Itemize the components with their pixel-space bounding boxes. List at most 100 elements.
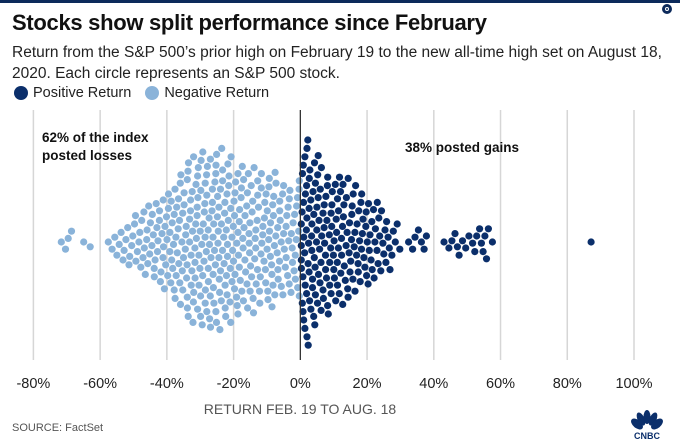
stock-dot xyxy=(276,216,284,224)
stock-dot xyxy=(297,264,305,272)
stock-dot xyxy=(305,268,313,276)
stock-dot xyxy=(266,252,274,260)
stock-dot xyxy=(340,262,348,270)
stock-dot xyxy=(348,202,356,210)
stock-dot xyxy=(169,240,178,248)
stock-dot xyxy=(228,233,236,241)
stock-dot xyxy=(181,245,189,253)
stock-dot xyxy=(195,251,203,259)
stock-dot xyxy=(190,288,198,296)
stock-dot xyxy=(179,286,187,294)
stock-dot xyxy=(328,201,336,209)
stock-dot xyxy=(405,238,413,246)
stock-dot xyxy=(377,267,385,275)
stock-dot xyxy=(330,266,338,274)
stock-dot xyxy=(381,226,389,234)
stock-dot xyxy=(221,281,229,289)
stock-dot xyxy=(230,212,239,220)
stock-dot xyxy=(183,293,191,301)
stock-dot xyxy=(214,192,222,200)
stock-dot xyxy=(209,233,217,241)
stock-dot xyxy=(280,230,288,238)
stock-dot xyxy=(297,256,305,264)
stock-dot xyxy=(346,268,354,276)
stock-dot xyxy=(199,272,207,280)
stock-dot xyxy=(196,227,204,235)
stock-dot xyxy=(197,312,205,320)
stock-dot xyxy=(342,242,350,250)
stock-dot xyxy=(243,202,251,210)
stock-dot xyxy=(226,298,234,306)
stock-dot xyxy=(251,234,259,242)
stock-dot xyxy=(229,257,238,265)
stock-dot xyxy=(268,270,276,278)
stock-dot xyxy=(254,191,262,199)
stock-dot xyxy=(266,219,275,227)
stock-dot xyxy=(329,251,337,259)
stock-dot xyxy=(326,281,334,289)
stock-dot xyxy=(327,290,335,298)
top-bar xyxy=(0,0,680,3)
stock-dot xyxy=(254,203,263,211)
stock-dot xyxy=(252,226,260,234)
stock-dot xyxy=(274,275,282,283)
stock-dot xyxy=(131,212,140,220)
stock-dot xyxy=(149,231,157,239)
stock-dot xyxy=(240,176,248,184)
stock-dot xyxy=(370,274,378,282)
stock-dot xyxy=(212,161,220,169)
stock-dot xyxy=(361,263,369,271)
stock-dot xyxy=(349,275,357,283)
stock-dot xyxy=(183,176,191,184)
stock-dot xyxy=(182,231,190,239)
stock-dot xyxy=(178,267,186,275)
stock-dot xyxy=(270,242,278,250)
stock-dot xyxy=(133,248,141,256)
stock-dot xyxy=(263,207,271,215)
stock-dot xyxy=(176,179,184,187)
share-icon[interactable] xyxy=(662,4,672,14)
stock-dot xyxy=(257,184,265,192)
stock-dot xyxy=(319,286,327,294)
stock-dot xyxy=(293,202,301,210)
stock-dot xyxy=(409,245,417,253)
stock-dot xyxy=(187,251,195,259)
stock-dot xyxy=(137,263,145,271)
stock-dot xyxy=(235,263,243,271)
stock-dot xyxy=(169,264,177,272)
stock-dot xyxy=(306,166,314,174)
stock-dot xyxy=(385,244,393,252)
stock-dot xyxy=(160,285,168,293)
stock-dot xyxy=(362,222,370,230)
stock-dot xyxy=(297,242,305,250)
stock-dot xyxy=(163,236,171,244)
stock-dot xyxy=(297,220,305,228)
stock-dot xyxy=(295,227,303,235)
stock-dot xyxy=(301,281,309,289)
stock-dot xyxy=(300,233,308,241)
x-tick-labels: -80% -60% -40% -20% 0% 20% 40% 60% 80% 100% xyxy=(16,376,652,392)
stock-dot xyxy=(269,201,277,209)
stock-dot xyxy=(241,212,249,220)
stock-dot xyxy=(246,249,254,257)
stock-dot xyxy=(146,250,154,258)
stock-dot xyxy=(284,203,292,211)
stock-dot xyxy=(345,219,354,227)
stock-dot xyxy=(209,270,217,278)
stock-dot xyxy=(295,292,303,300)
stock-dot xyxy=(469,239,477,247)
stock-dot xyxy=(347,236,356,244)
stock-dot xyxy=(334,244,342,252)
stock-dot xyxy=(479,248,487,256)
stock-dot xyxy=(174,225,182,233)
stock-dot xyxy=(269,212,277,220)
stock-dot xyxy=(184,312,192,320)
stock-dot xyxy=(159,254,167,262)
stock-dot xyxy=(170,286,178,294)
stock-dot xyxy=(282,222,290,230)
stock-dot xyxy=(175,260,183,268)
stock-dot xyxy=(235,218,243,226)
stock-dot xyxy=(448,237,456,245)
stock-dot xyxy=(61,245,70,253)
stock-dot xyxy=(208,198,216,206)
